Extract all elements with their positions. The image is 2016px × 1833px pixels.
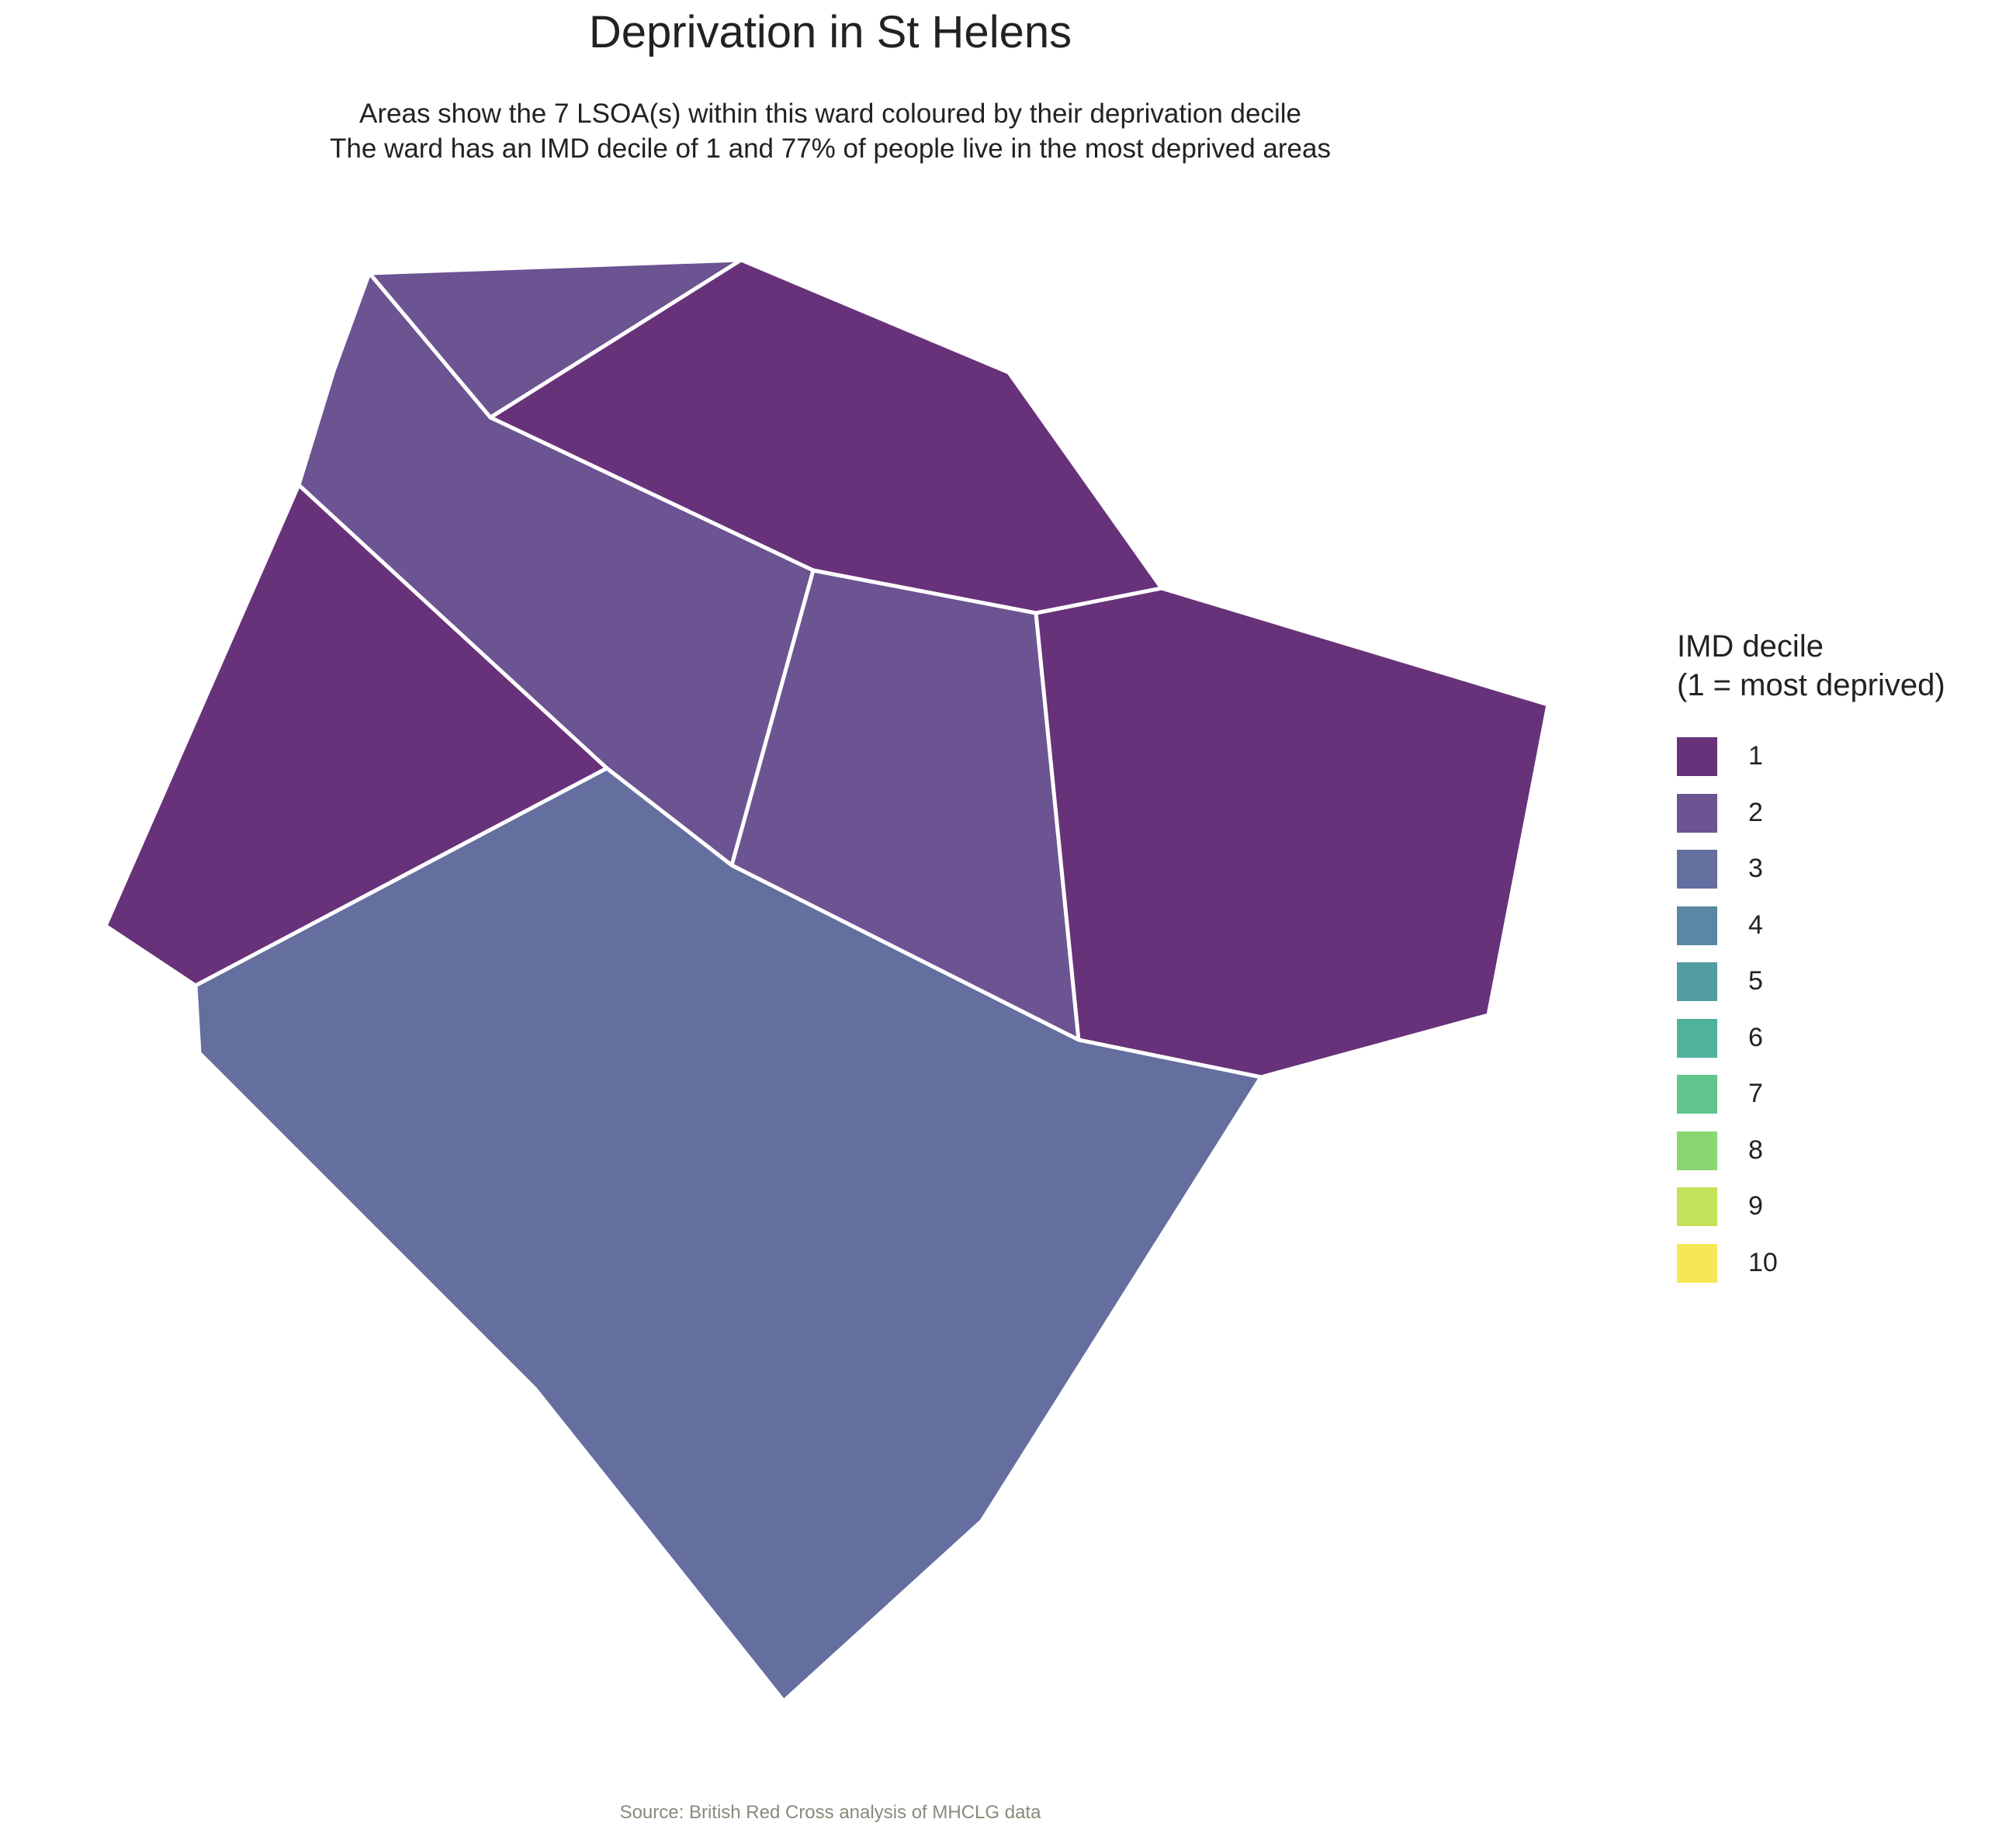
legend-title: IMD decile (1 = most deprived) [1677, 627, 1945, 705]
legend-item: 10 [1677, 1241, 1871, 1284]
legend-item: 7 [1677, 1072, 1871, 1115]
legend-item: 1 [1677, 734, 1871, 778]
legend: IMD decile (1 = most deprived) 1 2 3 4 5 6 7 8 9… [1677, 627, 1945, 1283]
legend-item: 9 [1677, 1184, 1871, 1228]
map-subtitle-line-1: Areas show the 7 LSOA(s) within this war… [359, 99, 1301, 129]
legend-title-line: (1 = most deprived) [1677, 668, 1945, 702]
legend-swatch [1677, 850, 1717, 889]
legend-label: 1 [1748, 741, 1763, 771]
source-caption: Source: British Red Cross analysis of MH… [619, 1802, 1041, 1823]
map-title: Deprivation in St Helens [588, 7, 1072, 57]
legend-label: 4 [1748, 910, 1763, 940]
legend-label: 5 [1748, 966, 1763, 996]
lsoa-areas [103, 258, 1550, 1703]
legend-swatch [1677, 906, 1717, 945]
legend-swatch [1677, 737, 1717, 776]
legend-label: 9 [1748, 1191, 1763, 1221]
legend-swatch [1677, 793, 1717, 833]
legend-swatch [1677, 1075, 1717, 1114]
legend-swatch [1677, 962, 1717, 1001]
legend-label: 6 [1748, 1022, 1763, 1052]
legend-title-line: IMD decile [1677, 629, 1824, 664]
lsoa-area [193, 766, 1263, 1703]
legend-item: 4 [1677, 903, 1871, 947]
map-subtitle-line-2: The ward has an IMD decile of 1 and 77% … [330, 133, 1331, 164]
legend-swatch [1677, 1131, 1717, 1170]
legend-label: 10 [1748, 1247, 1778, 1277]
legend-label: 3 [1748, 854, 1763, 883]
legend-label: 7 [1748, 1079, 1763, 1108]
legend-item: 3 [1677, 847, 1871, 890]
legend-item: 6 [1677, 1016, 1871, 1059]
legend-item: 8 [1677, 1128, 1871, 1172]
legend-item: 5 [1677, 959, 1871, 1003]
legend-item: 2 [1677, 791, 1871, 834]
legend-swatch [1677, 1243, 1717, 1283]
legend-swatch [1677, 1018, 1717, 1058]
lsoa-area [1034, 586, 1550, 1079]
legend-label: 2 [1748, 797, 1763, 827]
legend-label: 8 [1748, 1135, 1763, 1165]
legend-swatch [1677, 1187, 1717, 1226]
